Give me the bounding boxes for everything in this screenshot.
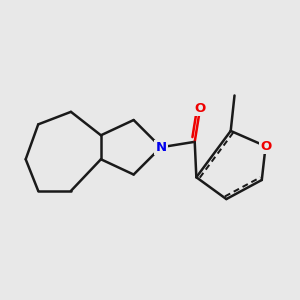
Text: O: O	[260, 140, 271, 153]
Text: O: O	[194, 101, 206, 115]
Text: N: N	[155, 141, 167, 154]
